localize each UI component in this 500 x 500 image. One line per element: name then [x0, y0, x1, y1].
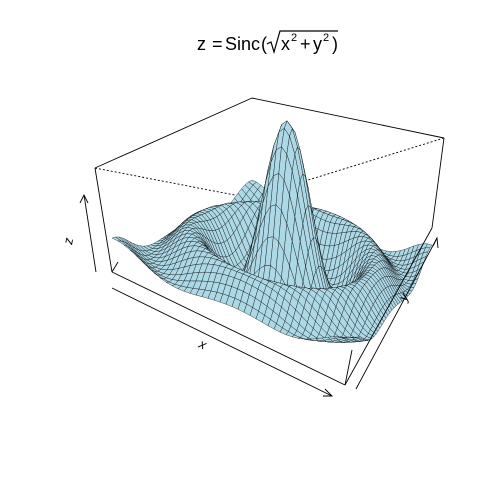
box-front-base-left — [111, 261, 119, 273]
title-plus: + — [300, 34, 311, 54]
z-axis-arrowhead — [79, 193, 89, 204]
title-y-exponent: 2 — [323, 32, 329, 44]
box-back-top-right — [251, 97, 445, 139]
title-function: Sinc — [225, 34, 260, 54]
y-axis-arrow — [355, 237, 438, 390]
x-axis-arrow — [111, 287, 333, 397]
axis-arrows — [79, 193, 439, 397]
y-axis-arrowhead — [432, 236, 439, 249]
chart-title: z = Sinc ( x 2 + y 2 ) — [197, 30, 338, 55]
title-equals: = — [212, 34, 223, 54]
x-axis-label: x — [196, 336, 210, 353]
box-front-bottom-right — [344, 227, 433, 386]
box-front-vertical — [344, 349, 353, 386]
title-y: y — [313, 34, 322, 54]
box-front-edges — [111, 227, 433, 386]
surface-mesh — [111, 120, 433, 343]
box-back-vertical-left — [94, 167, 113, 273]
title-x-exponent: 2 — [291, 32, 297, 44]
title-close-paren: ) — [332, 34, 338, 54]
surface-facet — [345, 336, 355, 341]
z-axis-label: z — [60, 236, 76, 246]
title-sqrt-symbol — [266, 30, 338, 55]
title-x: x — [281, 34, 290, 54]
x-axis-arrowhead — [323, 388, 334, 397]
box-back-vertical-right — [431, 137, 445, 229]
box-front-bottom-left — [111, 271, 346, 386]
title-open-paren: ( — [261, 34, 267, 54]
box-back-top-left — [94, 97, 253, 169]
title-lhs: z — [197, 34, 206, 54]
box-back-edges — [94, 97, 445, 273]
z-axis-arrow — [83, 194, 97, 273]
box-hidden-edge-1 — [94, 167, 251, 199]
